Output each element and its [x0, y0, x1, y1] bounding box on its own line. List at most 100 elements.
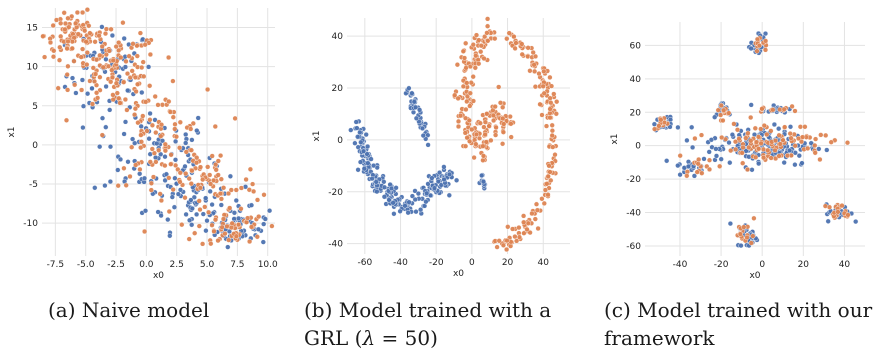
data-point	[251, 188, 257, 195]
data-point	[490, 107, 496, 113]
data-point	[147, 151, 153, 157]
data-point	[455, 123, 462, 130]
data-point	[480, 179, 487, 185]
data-point	[363, 132, 369, 138]
caption-c-line1: (c) Model trained with our	[604, 298, 873, 322]
data-point	[69, 75, 76, 81]
data-point	[535, 225, 541, 232]
data-point	[813, 136, 819, 142]
data-point	[441, 176, 447, 183]
data-point	[719, 134, 725, 141]
data-point	[360, 148, 367, 154]
data-point	[552, 152, 558, 158]
y-tick-label: -20	[626, 175, 641, 185]
data-point	[155, 209, 161, 215]
data-point	[828, 139, 834, 145]
data-point	[470, 42, 476, 48]
data-point	[480, 143, 486, 149]
data-point	[549, 128, 556, 134]
data-point	[485, 38, 491, 44]
data-point	[99, 43, 105, 50]
data-point	[108, 26, 114, 32]
data-point	[547, 106, 553, 112]
data-point	[166, 175, 172, 181]
data-point	[158, 133, 164, 139]
data-point	[69, 45, 75, 52]
data-point	[147, 51, 154, 58]
data-point	[706, 157, 713, 163]
data-point	[238, 206, 244, 212]
data-point	[539, 196, 545, 202]
data-point	[92, 71, 99, 77]
data-point	[656, 123, 662, 129]
data-point	[768, 128, 774, 134]
x-tick-label: 20	[798, 260, 810, 270]
x-tick-label: -7.5	[47, 260, 65, 270]
data-point	[374, 189, 380, 195]
data-point	[117, 100, 123, 106]
data-point	[157, 191, 163, 197]
data-point	[167, 233, 173, 239]
x-tick-label: -5.0	[77, 260, 95, 270]
data-point	[493, 124, 499, 131]
data-point	[792, 108, 798, 114]
data-point	[776, 126, 782, 132]
data-point	[490, 112, 497, 119]
data-point	[62, 26, 68, 33]
scatter-plot-b: -60 -40 -20 0 20 40 -40 -20 0 20 40 x0 x1	[312, 16, 570, 279]
data-point	[79, 9, 86, 16]
data-point	[547, 74, 553, 81]
y-tick-label: 20	[630, 108, 642, 118]
x-tick-label: -40	[673, 260, 688, 270]
data-point	[698, 132, 705, 138]
data-point	[746, 144, 752, 151]
data-point	[269, 223, 275, 229]
data-point	[437, 170, 443, 176]
data-point	[537, 101, 543, 107]
data-point	[58, 33, 64, 40]
data-point	[152, 93, 158, 100]
data-point	[521, 230, 527, 236]
data-point	[733, 146, 739, 153]
data-point	[853, 219, 859, 225]
data-point	[473, 141, 479, 147]
x-tick-label: 0.0	[139, 260, 154, 270]
data-point	[177, 145, 183, 151]
data-point	[172, 175, 178, 181]
data-point	[756, 146, 762, 152]
data-point	[781, 160, 787, 166]
data-point	[542, 187, 549, 193]
data-point	[715, 107, 721, 113]
data-point	[764, 131, 770, 138]
x-tick-label: 40	[839, 260, 851, 270]
data-point	[431, 185, 438, 191]
data-point	[491, 117, 497, 124]
data-point	[116, 47, 122, 54]
data-point	[419, 125, 426, 131]
data-point	[470, 98, 477, 104]
data-point	[551, 91, 557, 97]
data-point	[122, 96, 129, 103]
data-point	[761, 122, 767, 129]
data-point	[508, 121, 514, 127]
data-point	[148, 187, 154, 193]
data-point	[228, 225, 235, 231]
data-point	[116, 95, 122, 101]
data-point	[788, 135, 794, 141]
data-point	[492, 35, 498, 42]
data-point	[183, 140, 189, 146]
data-point	[386, 197, 392, 203]
data-point	[504, 246, 510, 253]
data-point	[103, 56, 109, 62]
chart-grl-model: -60 -40 -20 0 20 40 -40 -20 0 20 40 x0 x1	[295, 0, 590, 290]
data-point	[224, 223, 230, 230]
data-point	[477, 120, 483, 126]
data-point	[772, 138, 779, 144]
data-point	[732, 139, 739, 145]
data-point	[504, 238, 510, 244]
data-point	[50, 22, 56, 29]
data-point	[402, 203, 408, 209]
series-1	[651, 35, 851, 246]
data-point	[397, 208, 403, 214]
data-point	[117, 156, 124, 163]
